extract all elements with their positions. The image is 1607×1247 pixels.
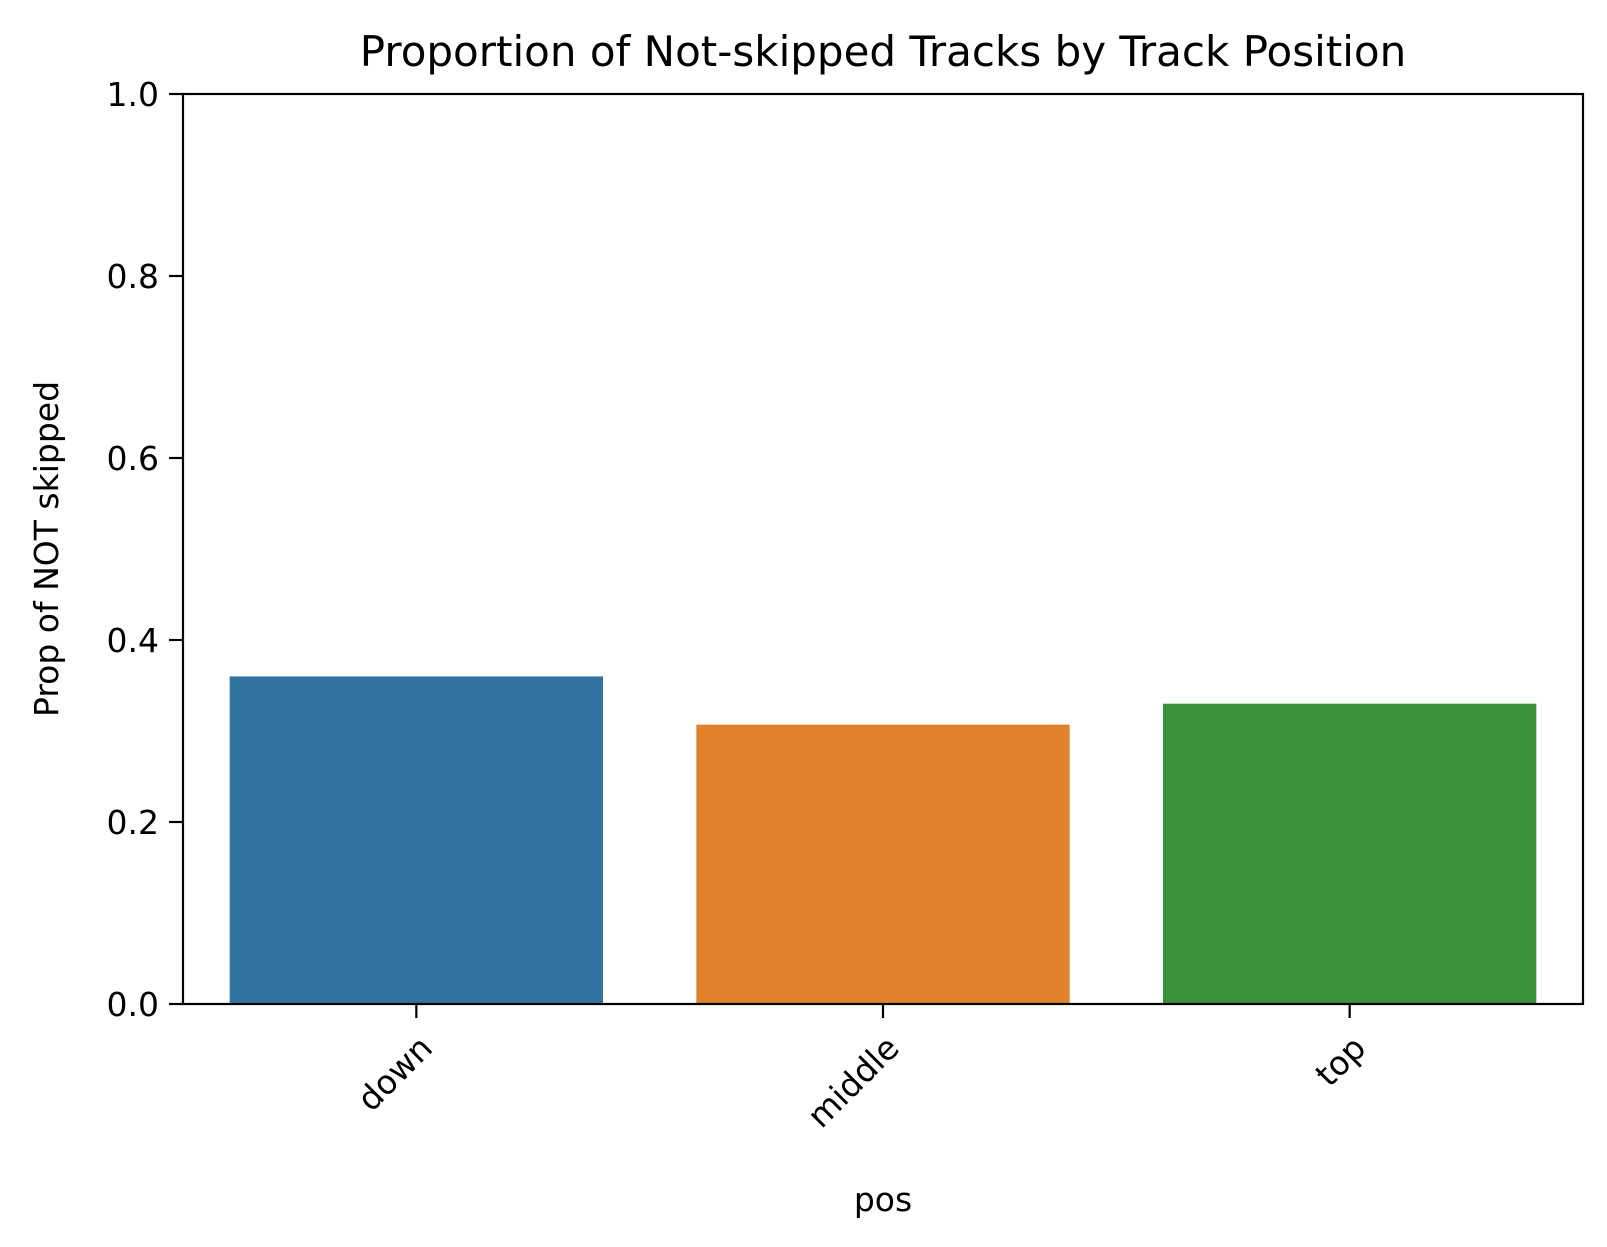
x-tick-label-top: top [1308, 1028, 1374, 1094]
y-tick-label: 0.4 [107, 621, 159, 660]
y-tick-label: 0.0 [107, 985, 159, 1024]
y-tick-label: 0.6 [107, 439, 159, 478]
bar-down [229, 676, 604, 1004]
bar-middle [696, 724, 1070, 1004]
y-tick-label: 0.8 [107, 257, 159, 296]
chart-title: Proportion of Not-skipped Tracks by Trac… [360, 27, 1406, 76]
x-axis-ticks: down middle top [349, 1004, 1373, 1135]
y-tick-label: 1.0 [107, 75, 159, 114]
x-tick-label-middle: middle [799, 1028, 906, 1135]
y-axis-label: Prop of NOT skipped [27, 381, 66, 717]
x-tick-label-down: down [349, 1028, 440, 1119]
x-axis-label: pos [854, 1180, 912, 1219]
y-tick-label: 0.2 [107, 803, 159, 842]
y-axis-ticks: 0.0 0.2 0.4 0.6 0.8 1.0 [107, 75, 183, 1024]
plot-frame [181, 92, 1585, 1006]
bars-group [229, 676, 1537, 1004]
bar-top [1163, 703, 1537, 1004]
